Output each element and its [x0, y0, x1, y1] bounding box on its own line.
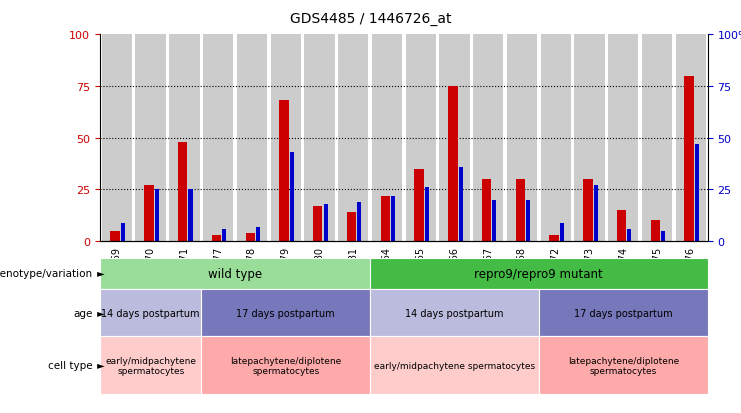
Bar: [661, 231, 665, 242]
Bar: [425, 188, 429, 242]
Bar: [439, 35, 470, 242]
Bar: [357, 202, 362, 242]
Text: wild type: wild type: [208, 267, 262, 280]
Text: GDS4485 / 1446726_at: GDS4485 / 1446726_at: [290, 12, 451, 26]
Bar: [178, 142, 187, 242]
Bar: [676, 35, 706, 242]
Bar: [608, 35, 639, 242]
Bar: [136, 35, 166, 242]
Text: ►: ►: [94, 361, 104, 370]
Text: latepachytene/diplotene
spermatocytes: latepachytene/diplotene spermatocytes: [568, 356, 679, 375]
Bar: [279, 101, 289, 242]
Bar: [372, 35, 402, 242]
Text: repro9/repro9 mutant: repro9/repro9 mutant: [474, 267, 603, 280]
Bar: [594, 186, 597, 242]
Bar: [270, 35, 301, 242]
Bar: [516, 180, 525, 242]
Bar: [256, 227, 260, 242]
Bar: [305, 35, 335, 242]
Text: age: age: [73, 308, 93, 318]
Bar: [549, 235, 559, 242]
Text: 14 days postpartum: 14 days postpartum: [405, 308, 504, 318]
Bar: [212, 235, 222, 242]
Bar: [121, 223, 125, 242]
Bar: [338, 35, 368, 242]
Bar: [290, 153, 293, 242]
Bar: [391, 196, 395, 242]
Bar: [651, 221, 660, 242]
Text: early/midpachytene
spermatocytes: early/midpachytene spermatocytes: [105, 356, 196, 375]
Text: early/midpachytene spermatocytes: early/midpachytene spermatocytes: [374, 361, 535, 370]
Bar: [541, 35, 571, 242]
Bar: [102, 35, 132, 242]
Bar: [188, 190, 193, 242]
Bar: [628, 229, 631, 242]
Text: genotype/variation: genotype/variation: [0, 268, 93, 279]
Bar: [473, 35, 503, 242]
Bar: [381, 196, 390, 242]
Bar: [144, 186, 153, 242]
Bar: [695, 145, 699, 242]
Bar: [347, 213, 356, 242]
Bar: [245, 233, 255, 242]
Bar: [222, 229, 226, 242]
Text: 14 days postpartum: 14 days postpartum: [102, 308, 200, 318]
Bar: [414, 169, 424, 242]
Bar: [642, 35, 672, 242]
Bar: [685, 76, 694, 242]
Text: cell type: cell type: [48, 361, 93, 370]
Bar: [482, 180, 491, 242]
Text: ►: ►: [94, 308, 104, 318]
Bar: [492, 200, 496, 242]
Bar: [574, 35, 605, 242]
Bar: [313, 206, 322, 242]
Text: ►: ►: [94, 268, 104, 279]
Bar: [583, 180, 593, 242]
Bar: [237, 35, 268, 242]
Bar: [526, 200, 530, 242]
Bar: [324, 204, 328, 242]
Bar: [459, 167, 462, 242]
Text: 17 days postpartum: 17 days postpartum: [574, 308, 673, 318]
Bar: [203, 35, 233, 242]
Bar: [507, 35, 537, 242]
Text: latepachytene/diplotene
spermatocytes: latepachytene/diplotene spermatocytes: [230, 356, 342, 375]
Bar: [110, 231, 120, 242]
Bar: [448, 87, 457, 242]
Bar: [405, 35, 436, 242]
Bar: [169, 35, 199, 242]
Bar: [155, 190, 159, 242]
Text: 17 days postpartum: 17 days postpartum: [236, 308, 335, 318]
Bar: [617, 211, 626, 242]
Bar: [559, 223, 564, 242]
